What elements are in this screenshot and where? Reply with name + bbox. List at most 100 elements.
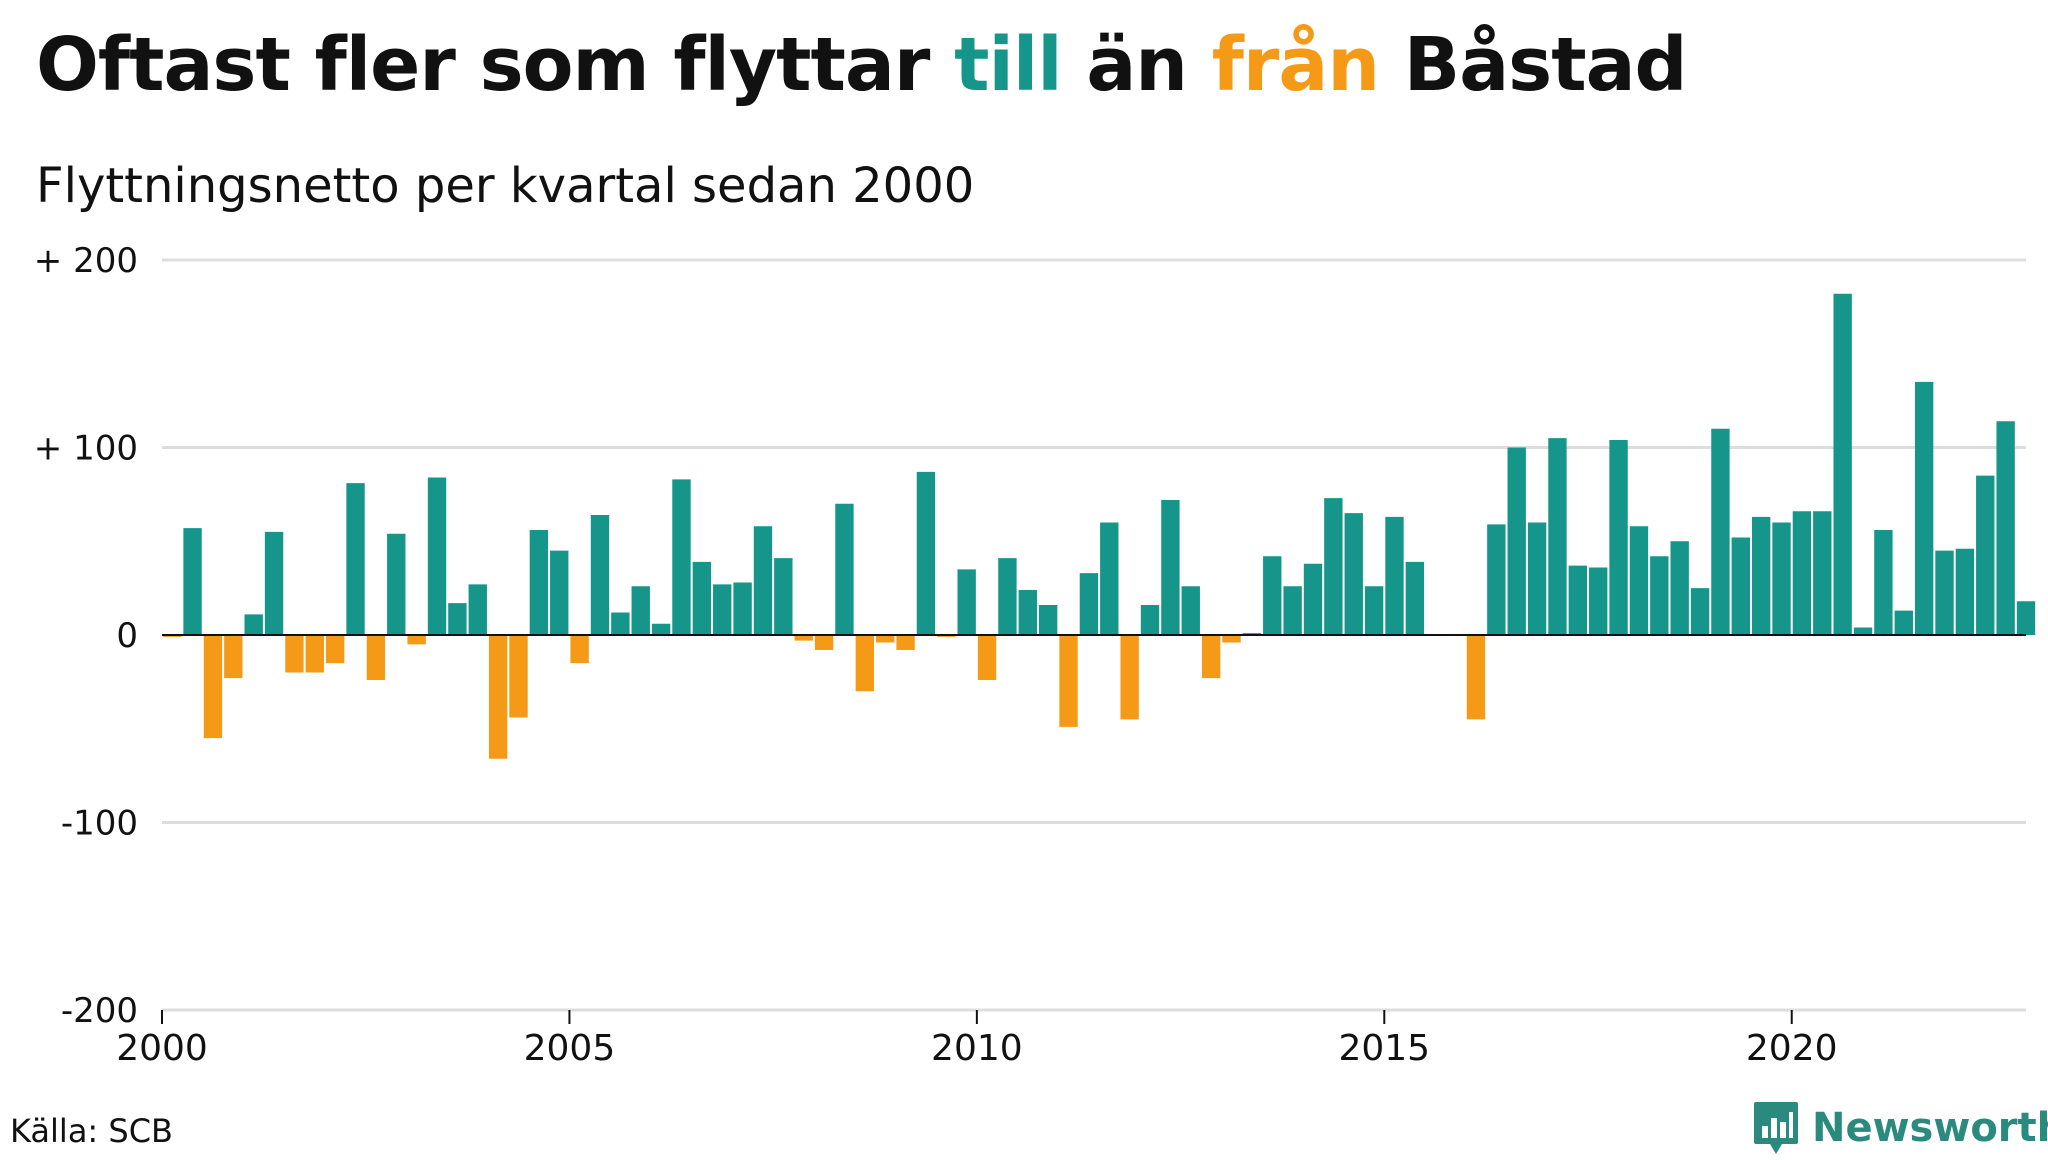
- bar: [855, 635, 875, 692]
- bar: [529, 530, 549, 635]
- y-tick-label: + 200: [34, 241, 138, 281]
- bar: [285, 635, 304, 673]
- bar: [1670, 541, 1689, 635]
- bar: [1120, 635, 1139, 720]
- bar: [2016, 601, 2036, 635]
- x-tick-label: 2005: [524, 1028, 616, 1069]
- bar: [1100, 522, 1119, 635]
- bar: [916, 471, 936, 635]
- bar: [1568, 565, 1588, 635]
- bar: [1690, 588, 1710, 635]
- chart-title: Oftast fler som flyttar till än från Bås…: [36, 22, 1688, 108]
- y-tick-label: 0: [116, 616, 138, 656]
- bar: [651, 623, 671, 635]
- bar: [366, 635, 386, 680]
- bar: [1405, 561, 1425, 635]
- title-part-2: än: [1061, 22, 1212, 108]
- bar: [325, 635, 345, 664]
- newsworthy-logo[interactable]: Newsworthy: [1752, 1096, 2048, 1160]
- x-axis-ticks: 2000 2005 2010 2015 2020: [116, 1010, 1838, 1069]
- bar: [611, 612, 630, 635]
- bars: [163, 293, 2036, 759]
- bar: [1650, 556, 1669, 635]
- bar: [264, 531, 284, 635]
- bar: [1385, 516, 1404, 635]
- x-tick-label: 2000: [116, 1028, 208, 1069]
- bar: [1181, 586, 1200, 635]
- y-tick-label: + 100: [34, 429, 138, 469]
- bar: [957, 569, 976, 635]
- source-label: Källa: SCB: [10, 1112, 173, 1150]
- bar: [305, 635, 324, 673]
- title-part-3: Båstad: [1379, 22, 1688, 108]
- bar: [1466, 635, 1486, 720]
- bar: [1955, 548, 1975, 635]
- bar: [1222, 635, 1241, 643]
- bar: [1853, 627, 1873, 635]
- bar: [1263, 556, 1282, 635]
- bar: [1711, 428, 1730, 635]
- bar: [224, 635, 243, 679]
- bar: [1914, 381, 1934, 635]
- bar: [1751, 516, 1771, 635]
- title-till: till: [954, 22, 1062, 108]
- bar: [998, 558, 1017, 635]
- bar: [1833, 293, 1852, 635]
- bar: [1487, 524, 1506, 635]
- bar: [1589, 567, 1608, 635]
- bar: [1976, 475, 1995, 635]
- bar: [1364, 586, 1384, 635]
- bar: [488, 635, 508, 759]
- bar: [774, 558, 793, 635]
- bar: [1731, 537, 1750, 635]
- bar: [794, 635, 813, 641]
- y-axis-ticks: + 200 + 100 0 -100 -200: [34, 241, 138, 1031]
- bar: [876, 635, 895, 643]
- bar: [1894, 610, 1913, 635]
- bar: [1935, 550, 1954, 635]
- bar: [1527, 522, 1547, 635]
- bar: [509, 635, 528, 718]
- bar: [590, 515, 610, 635]
- bar: [1324, 498, 1343, 635]
- bar: [753, 526, 773, 635]
- title-fran: från: [1211, 22, 1380, 108]
- bar: [733, 582, 752, 635]
- bar: [570, 635, 589, 664]
- bar: [1059, 635, 1078, 727]
- bar: [427, 477, 447, 635]
- bar: [1507, 447, 1526, 635]
- bar: [1548, 438, 1567, 635]
- bar: [1079, 573, 1099, 635]
- bar: [1201, 635, 1221, 679]
- newsworthy-chart-icon: [1754, 1102, 1798, 1154]
- brand-name: Newsworthy: [1812, 1105, 2048, 1151]
- bar: [835, 503, 854, 635]
- bar: [713, 584, 732, 635]
- chart-subtitle: Flyttningsnetto per kvartal sedan 2000: [36, 158, 975, 214]
- bar: [183, 528, 202, 635]
- bar: [1772, 522, 1791, 635]
- bar: [1038, 605, 1058, 635]
- bar: [1283, 586, 1302, 635]
- bar: [977, 635, 997, 680]
- bar: [1629, 526, 1649, 635]
- bar: [387, 533, 406, 635]
- bar: [203, 635, 223, 739]
- bar: [346, 483, 365, 635]
- bar: [1161, 500, 1180, 635]
- bar: [814, 635, 834, 650]
- y-tick-label: -100: [61, 804, 138, 844]
- bar: [672, 479, 691, 635]
- bar: [550, 550, 569, 635]
- bar: [1140, 605, 1160, 635]
- title-part-1: Oftast fler som flyttar: [36, 22, 955, 108]
- bar: [896, 635, 915, 650]
- bar: [407, 635, 426, 645]
- bar: [1609, 440, 1628, 635]
- bar: [1344, 513, 1363, 635]
- x-tick-label: 2015: [1338, 1028, 1430, 1069]
- bar: [1996, 421, 2015, 635]
- bar: [448, 603, 467, 635]
